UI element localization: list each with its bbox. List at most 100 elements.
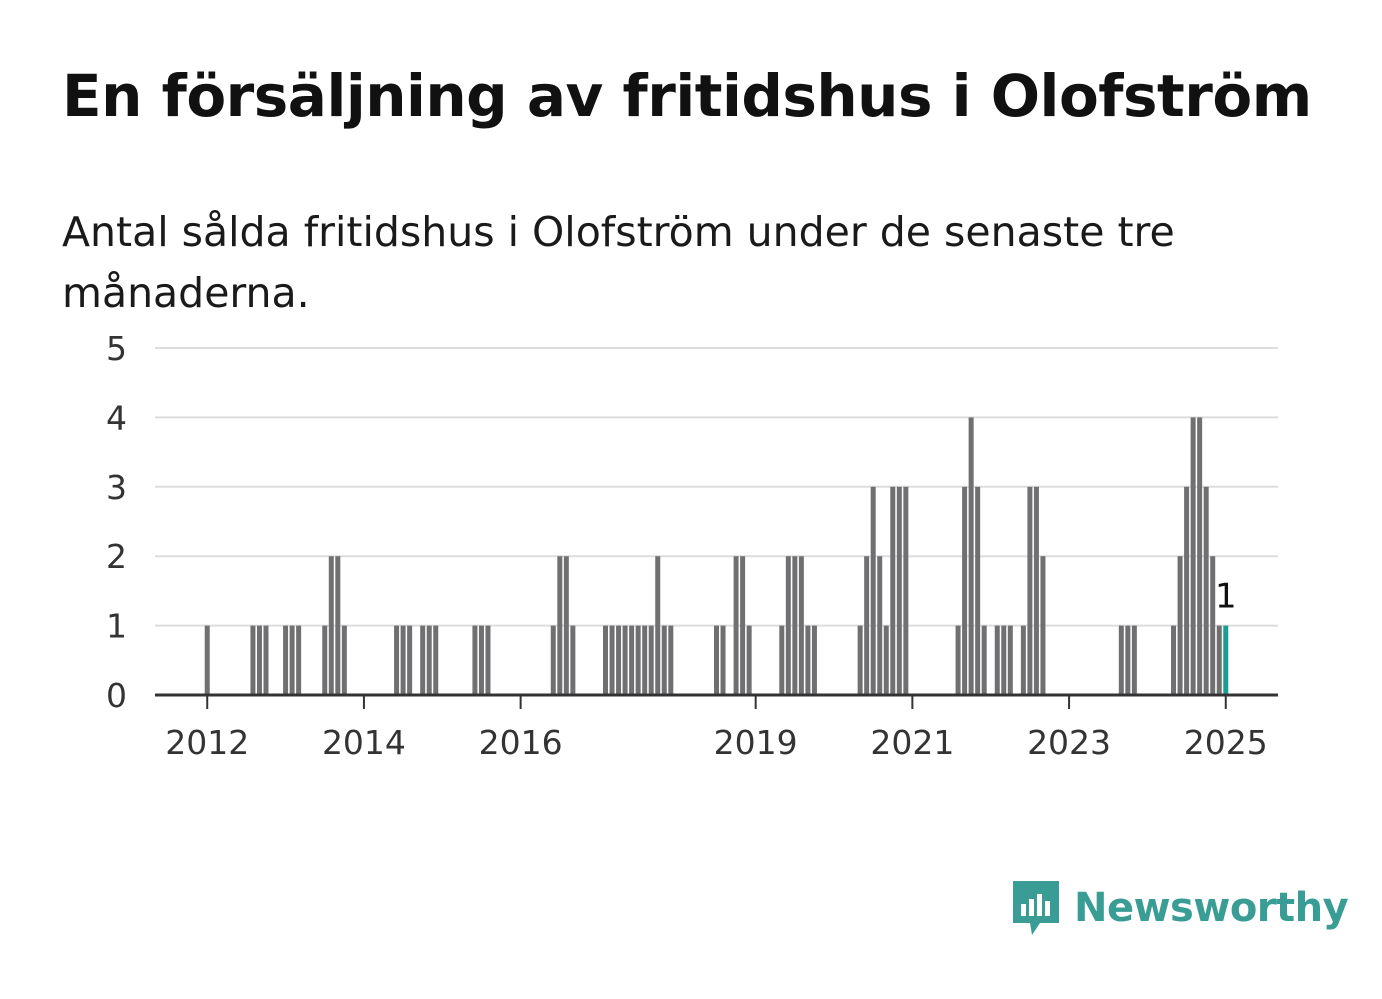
bar: [981, 625, 987, 695]
bar: [883, 625, 889, 695]
bar: [714, 625, 719, 695]
x-axis: [155, 693, 1278, 709]
bar: [570, 625, 576, 695]
x-tick-label: 2012: [165, 723, 249, 762]
bar: [335, 556, 341, 695]
gridlines: [155, 347, 1278, 627]
chart-title: En försäljning av fritidshus i Olofström: [62, 62, 1312, 130]
bar: [296, 625, 302, 695]
bar: [1007, 625, 1013, 695]
y-tick-label: 0: [106, 676, 127, 715]
bar: [1027, 486, 1033, 695]
bar: [1040, 556, 1046, 695]
bar: [968, 417, 974, 695]
y-tick-label: 2: [106, 537, 127, 576]
bar-highlight: [1223, 625, 1229, 695]
x-tick-label: 2019: [714, 723, 798, 762]
bar: [811, 625, 817, 695]
bar: [283, 625, 289, 695]
bar: [648, 625, 654, 695]
x-axis-tick-labels: 2012 2014 2016 2019 2021 2023 2025: [165, 723, 1268, 762]
bar: [420, 625, 426, 695]
bar: [1190, 417, 1196, 695]
bar: [1001, 625, 1007, 695]
bar: [635, 625, 641, 695]
y-axis-tick-labels: 0 1 2 3 4 5: [106, 329, 127, 715]
bar: [485, 625, 491, 695]
bar: [622, 625, 628, 695]
bar: [204, 625, 210, 695]
bar: [955, 625, 961, 695]
bar: [655, 556, 661, 695]
bar: [1171, 625, 1177, 695]
bar: [994, 625, 1000, 695]
bar: [1184, 486, 1190, 695]
bar: [1125, 625, 1131, 695]
bar: [256, 625, 262, 695]
y-tick-label: 5: [106, 329, 127, 368]
bar: [975, 486, 981, 695]
bar: [400, 625, 406, 695]
bar: [616, 625, 622, 695]
y-tick-label: 1: [106, 607, 127, 646]
chart-subtitle: Antal sålda fritidshus i Olofström under…: [62, 208, 1175, 317]
bar: [1216, 625, 1222, 695]
y-tick-label: 3: [106, 468, 127, 507]
bar: [478, 625, 484, 695]
bar: [1131, 625, 1137, 695]
bar: [740, 556, 746, 695]
x-tick-label: 2016: [479, 723, 563, 762]
bar: [877, 556, 883, 695]
x-tick-label: 2021: [870, 723, 954, 762]
bar: [720, 625, 726, 695]
x-tick-label: 2025: [1184, 723, 1268, 762]
brand-logo: Newsworthy: [1010, 878, 1349, 938]
bar: [661, 625, 667, 695]
newsworthy-logo-icon: [1013, 881, 1059, 935]
bar: [1020, 625, 1026, 695]
bar: [433, 625, 439, 695]
x-tick-label: 2023: [1027, 723, 1111, 762]
bar: [779, 625, 785, 695]
bar: [609, 625, 615, 695]
bar: [341, 625, 347, 695]
bar: [1177, 556, 1183, 695]
bar: [1210, 556, 1216, 695]
bar: [1203, 486, 1209, 695]
bar: [962, 486, 968, 695]
bar: [1197, 417, 1203, 695]
bar: [864, 556, 870, 695]
bar: [250, 625, 256, 695]
bar: [407, 625, 413, 695]
bar: [746, 625, 752, 695]
bar: [472, 625, 478, 695]
bar: [642, 625, 648, 695]
x-tick-label: 2014: [322, 723, 406, 762]
bar: [903, 486, 909, 695]
bar: [792, 556, 798, 695]
bar: [603, 625, 609, 695]
bar: [1033, 486, 1039, 695]
bar: [1118, 625, 1124, 695]
bar: [668, 625, 674, 695]
bar: [870, 486, 876, 695]
bar: [629, 625, 635, 695]
bar: [890, 486, 896, 695]
bar: [896, 486, 902, 695]
data-labels: 1: [1215, 577, 1237, 617]
y-tick-label: 4: [106, 398, 127, 437]
bar: [263, 625, 269, 695]
bar: [328, 556, 334, 695]
bar: [857, 625, 863, 695]
bar: [322, 625, 328, 695]
bars: [204, 417, 1229, 695]
bar: [798, 556, 804, 695]
bar: [426, 625, 432, 695]
bar: [394, 625, 400, 695]
bar: [785, 556, 791, 695]
bar: [557, 556, 563, 695]
data-label: 1: [1215, 577, 1237, 617]
bar: [733, 556, 739, 695]
bar: [550, 625, 556, 695]
